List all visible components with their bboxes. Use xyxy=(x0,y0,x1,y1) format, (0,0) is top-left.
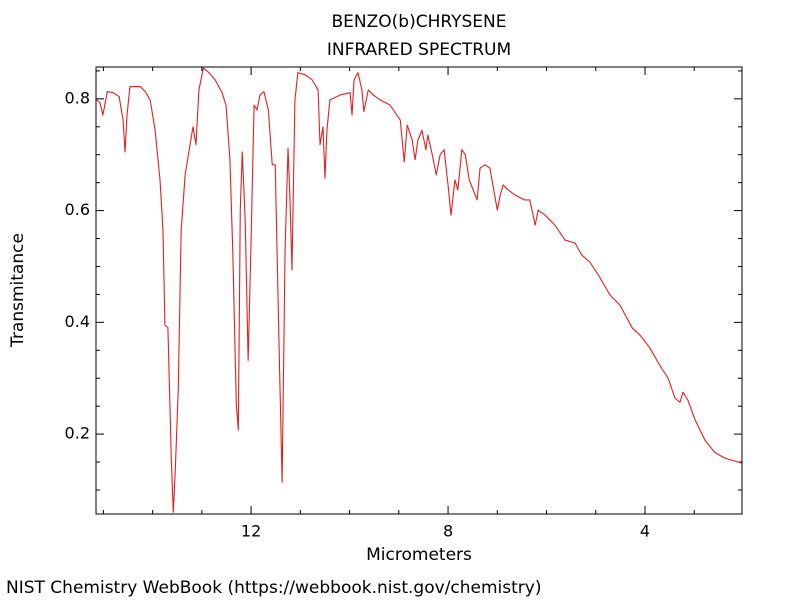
y-tick-label: 0.8 xyxy=(65,88,90,107)
chart-title: BENZO(b)CHRYSENE xyxy=(332,12,507,32)
y-tick-label: 0.2 xyxy=(65,424,90,443)
x-tick-label: 12 xyxy=(241,522,261,541)
spectrum-line xyxy=(95,67,743,513)
chart-subtitle: INFRARED SPECTRUM xyxy=(327,40,511,60)
y-tick-label: 0.6 xyxy=(65,200,90,219)
x-tick-label: 8 xyxy=(443,522,453,541)
y-axis-label: Transmitance xyxy=(8,233,28,348)
source-note: NIST Chemistry WebBook (https://webbook.… xyxy=(6,578,541,598)
plot-frame xyxy=(95,66,743,515)
x-axis-label: Micrometers xyxy=(366,545,472,565)
x-tick-label: 4 xyxy=(640,522,650,541)
y-tick-label: 0.4 xyxy=(65,312,90,331)
